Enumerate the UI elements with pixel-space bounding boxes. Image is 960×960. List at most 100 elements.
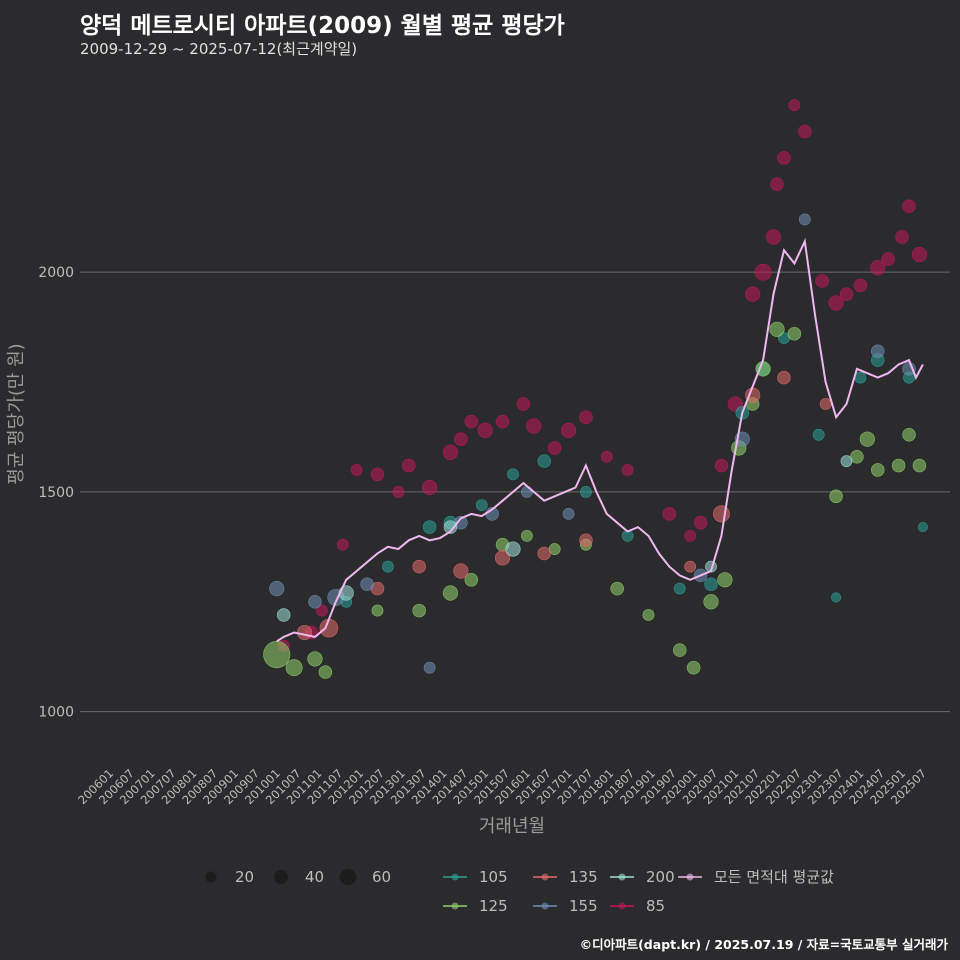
data-point-125 [902,428,916,442]
data-point-125 [850,450,864,464]
y-tick-label: 1500 [38,485,74,501]
data-point-85 [853,278,868,293]
data-point-85 [402,458,416,473]
legend-marker [451,902,459,910]
data-point-105 [537,454,551,468]
source-footer: ©디아파트(dapt.kr) / 2025.07.19 / 자료=국토교통부 실… [579,937,948,952]
data-point-85 [870,260,886,276]
data-point-85 [815,274,829,288]
data-point-85 [422,479,438,496]
data-point-125 [318,665,333,679]
data-point-125 [891,458,906,473]
data-point-125 [769,321,785,337]
data-point-85 [392,486,405,498]
data-point-85 [745,286,761,302]
data-point-85 [477,422,493,438]
average-line [276,237,924,643]
data-point-125 [371,604,384,617]
data-point-135 [712,505,730,523]
data-point-85 [547,441,562,455]
data-point-125 [285,659,303,677]
data-point-85 [777,151,791,165]
data-point-105 [812,428,825,441]
data-point-105 [704,577,718,591]
data-point-125 [610,581,624,596]
data-point-155 [562,507,575,520]
legend-marker [686,873,694,881]
data-point-155 [423,661,436,674]
data-point-135 [777,370,791,385]
data-point-85 [662,507,677,521]
data-point-125 [442,585,459,601]
data-point-125 [787,326,802,341]
data-point-105 [917,522,928,533]
data-point-125 [412,603,426,618]
grid-lines [80,271,950,713]
size-legend-label: 40 [305,868,324,886]
data-point-155 [360,577,374,591]
legend-marker [541,873,549,881]
data-point-200 [338,585,354,601]
legend-marker [541,902,549,910]
data-point-85 [464,414,479,429]
data-point-85 [516,397,531,411]
size-legend-marker [205,871,217,883]
x-axis-ticks: 2006012006072007012007072008012008072009… [75,766,929,807]
data-point-85 [560,422,577,438]
legend-label: 155 [569,897,598,915]
data-point-125 [307,651,323,667]
data-point-85 [828,295,844,311]
data-point-155 [269,580,285,597]
legend-label: 135 [569,868,598,886]
data-point-85 [579,410,593,424]
legend-label: 85 [646,897,665,915]
data-point-85 [600,450,613,463]
data-point-135 [819,398,832,410]
data-point-105 [673,582,686,595]
y-axis-label: 평균 평당가(만 원) [6,343,27,484]
data-point-105 [831,592,842,603]
y-tick-label: 1000 [38,705,74,721]
data-point-125 [859,431,875,447]
data-point-85 [442,444,459,460]
data-point-105 [382,560,394,573]
legend-marker [451,873,459,881]
data-point-85 [770,177,784,192]
data-point-135 [296,624,313,641]
data-point-200 [840,455,853,468]
data-point-85 [798,124,812,139]
data-point-85 [350,464,363,476]
size-legend-marker [339,868,357,886]
data-point-85 [693,515,708,530]
data-point-125 [871,463,885,477]
data-point-125 [263,640,291,669]
data-point-135 [453,563,469,579]
size-legend-marker [274,870,288,884]
data-point-85 [895,230,909,244]
data-point-85 [454,432,468,446]
data-point-85 [839,287,854,301]
data-point-135 [579,533,593,548]
data-point-85 [881,252,895,266]
data-point-105 [422,520,437,534]
data-point-85 [316,604,328,617]
legend-label: 모든 면적대 평균값 [714,868,834,886]
data-point-85 [684,529,697,542]
legend-marker [618,873,626,881]
legend-label: 200 [646,868,675,886]
x-axis-label: 거래년월 [479,816,545,837]
data-point-135 [412,559,426,574]
y-tick-label: 2000 [38,265,74,281]
data-point-155 [308,595,322,609]
data-point-125 [464,573,479,587]
size-legend-label: 20 [235,868,254,886]
chart-title: 양덕 메트로시티 아파트(2009) 월별 평균 평당가 [80,13,565,39]
data-point-155 [871,344,885,359]
size-legend-label: 60 [372,868,391,886]
y-axis-ticks: 1000 1500 2000 [38,265,74,720]
data-point-125 [686,660,701,675]
data-point-105 [507,468,519,481]
data-point-125 [520,529,533,542]
data-point-155 [520,486,533,498]
